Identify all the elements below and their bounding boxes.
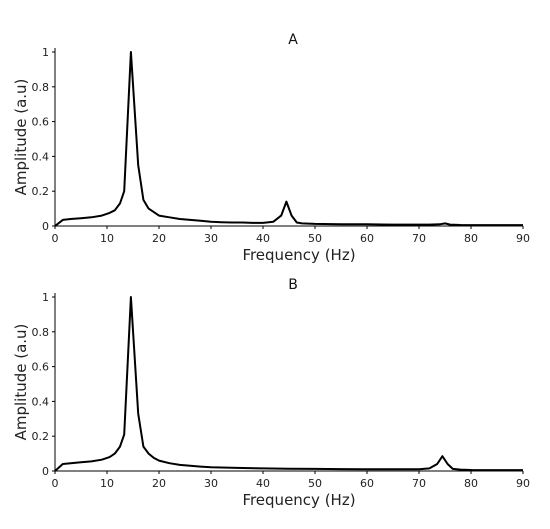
x-tick-label: 40 <box>256 232 270 245</box>
x-tick-label: 80 <box>464 477 478 490</box>
x-axis-label: Frequency (Hz) <box>242 491 355 509</box>
x-tick-label: 60 <box>360 477 374 490</box>
x-tick-label: 90 <box>516 477 530 490</box>
x-tick-label: 30 <box>204 477 218 490</box>
x-tick-label: 20 <box>152 232 166 245</box>
y-tick-label: 0.6 <box>32 116 50 129</box>
y-axis-label: Amplitude (a.u) <box>12 79 30 196</box>
panel-a-title: A <box>288 32 298 48</box>
y-tick-label: 0 <box>42 220 49 233</box>
x-tick-label: 10 <box>100 232 114 245</box>
y-tick-label: 1 <box>42 291 49 304</box>
x-tick-label: 70 <box>412 232 426 245</box>
x-tick-label: 60 <box>360 232 374 245</box>
panel-b-title: B <box>288 277 298 293</box>
y-tick-label: 1 <box>42 46 49 59</box>
y-tick-label: 0.8 <box>32 81 50 94</box>
x-tick-label: 80 <box>464 232 478 245</box>
x-tick-label: 10 <box>100 477 114 490</box>
x-tick-label: 50 <box>308 232 322 245</box>
y-tick-label: 0.6 <box>32 361 50 374</box>
y-tick-label: 0.4 <box>32 150 50 163</box>
y-axis-label: Amplitude (a.u) <box>12 324 30 441</box>
y-tick-label: 0.8 <box>32 326 50 339</box>
y-tick-label: 0.2 <box>32 185 50 198</box>
x-axis-label: Frequency (Hz) <box>242 246 355 264</box>
x-tick-label: 20 <box>152 477 166 490</box>
y-tick-label: 0 <box>42 465 49 478</box>
x-tick-label: 70 <box>412 477 426 490</box>
x-tick-label: 90 <box>516 232 530 245</box>
x-tick-label: 0 <box>52 477 59 490</box>
x-tick-label: 0 <box>52 232 59 245</box>
amplitude-spectrum-line <box>54 296 523 472</box>
panel-b: B 0 10 20 30 40 50 60 70 80 90 0 0.2 0.4 0.6 0.8 1 Freque… <box>12 277 530 509</box>
x-tick-label: 30 <box>204 232 218 245</box>
amplitude-spectrum-line <box>54 51 523 227</box>
panel-a: A 0 10 20 30 40 50 60 70 80 90 0 0.2 0.4 0.6 0.8 1 Freque… <box>12 32 530 264</box>
y-tick-label: 0.2 <box>32 430 50 443</box>
x-tick-label: 50 <box>308 477 322 490</box>
x-tick-label: 40 <box>256 477 270 490</box>
y-tick-label: 0.4 <box>32 395 50 408</box>
